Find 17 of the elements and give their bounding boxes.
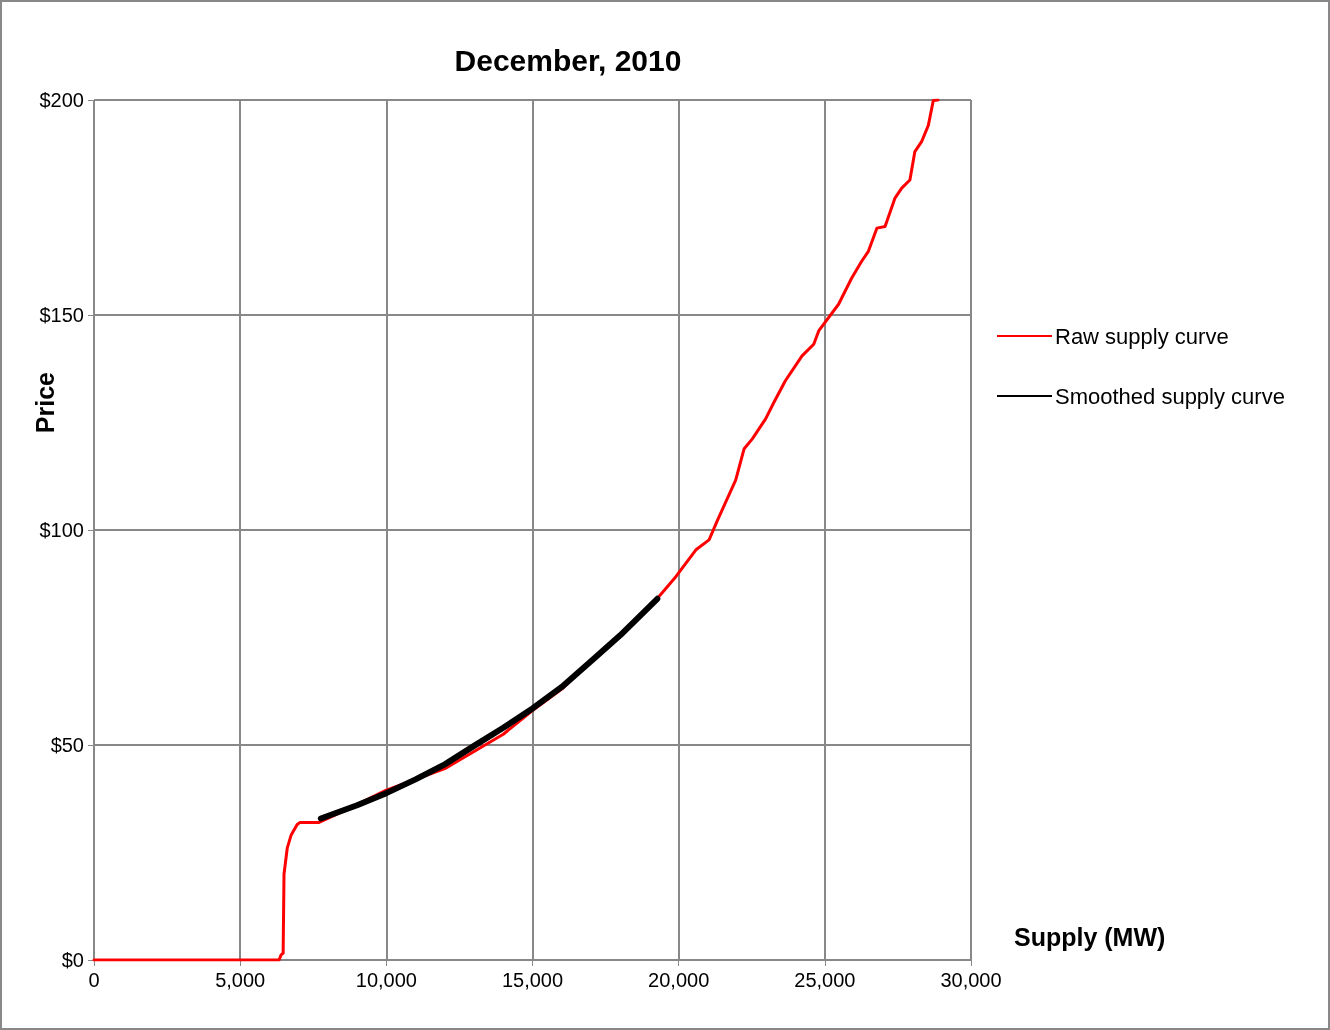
y-tick-label: $200 [39, 89, 84, 111]
y-tick-label: $0 [61, 949, 84, 971]
x-tick-label: 5,000 [215, 969, 266, 991]
x-tick-label: 0 [88, 969, 100, 991]
y-tick-label: $50 [50, 734, 84, 756]
y-tick-label: $100 [39, 519, 84, 541]
y-axis-title: Price [30, 371, 59, 434]
chart-title: December, 2010 [454, 43, 682, 77]
x-tick-label: 10,000 [355, 969, 417, 991]
x-tick-label: 15,000 [501, 969, 564, 991]
x-axis-title: Supply (MW) [1014, 922, 1166, 951]
legend-label: Smoothed supply curve [1055, 383, 1285, 409]
x-tick-label: 30,000 [940, 969, 1002, 991]
legend-label: Raw supply curve [1055, 323, 1229, 349]
x-tick-label: 25,000 [794, 969, 856, 991]
y-tick-label: $150 [39, 304, 84, 326]
x-tick-label: 20,000 [648, 969, 710, 991]
